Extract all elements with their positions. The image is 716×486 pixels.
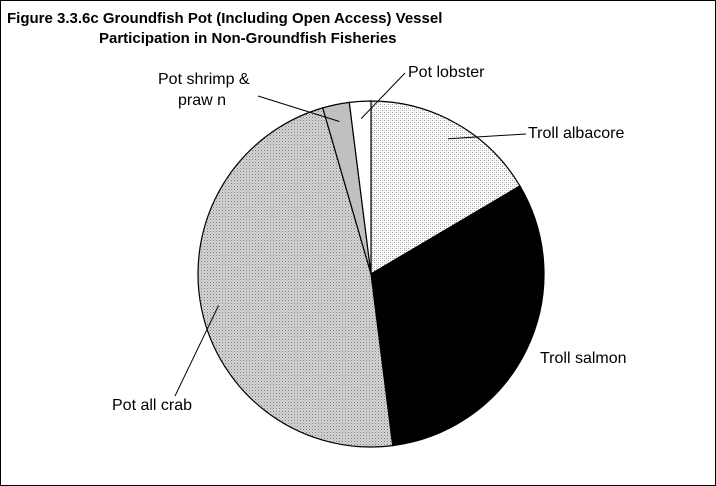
chart-title: Figure 3.3.6c Groundfish Pot (Including …	[7, 9, 567, 49]
leader-line	[257, 95, 340, 123]
leader-line	[360, 72, 406, 119]
slice-label: Troll salmon	[540, 350, 627, 367]
title-line-1: Figure 3.3.6c Groundfish Pot (Including …	[7, 10, 443, 27]
pie-slice-troll-albacore	[370, 100, 521, 276]
pie-slice-pot-lobster	[348, 100, 372, 275]
slice-label: Pot all crab	[112, 397, 192, 414]
leader-line	[448, 133, 527, 140]
slice-label: Pot shrimp &	[158, 71, 250, 88]
slice-label: Pot lobster	[408, 64, 485, 81]
slice-label: Troll albacore	[528, 125, 624, 142]
leader-line	[174, 305, 219, 397]
title-line-2: Participation in Non-Groundfish Fisherie…	[99, 30, 397, 47]
slice-label-line-2: praw n	[178, 92, 226, 109]
pie-slice-pot-all-crab	[197, 107, 394, 448]
pie-slice-troll-salmon	[370, 185, 545, 447]
